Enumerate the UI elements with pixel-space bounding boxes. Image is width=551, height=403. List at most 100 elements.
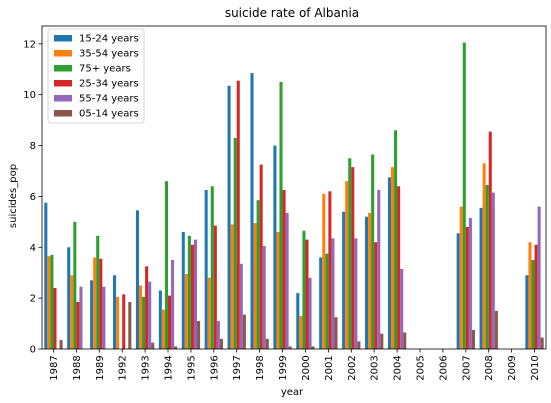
chart-title: suicide rate of Albania — [225, 6, 359, 20]
x-tick-label-2006: 2006 — [438, 355, 449, 380]
y-tick-label: 4 — [30, 243, 36, 254]
bar-35-54-years-2010 — [528, 242, 532, 349]
bar-05-14-years-2003 — [380, 333, 384, 349]
x-tick-label-1989: 1989 — [95, 355, 106, 380]
bar-25-34-years-2002 — [351, 167, 355, 349]
bar-75-years-1988 — [73, 221, 77, 349]
bar-55-74-years-1998 — [262, 246, 266, 349]
bar-25-34-years-2007 — [465, 226, 469, 349]
bar-35-54-years-1999 — [276, 232, 280, 349]
bar-05-14-years-2004 — [403, 332, 407, 349]
bar-55-74-years-2010 — [537, 206, 541, 349]
bar-15-24-years-1997 — [227, 85, 231, 350]
bar-05-14-years-2002 — [357, 341, 361, 349]
bar-35-54-years-2003 — [368, 212, 372, 349]
legend-label: 25-34 years — [79, 79, 139, 90]
bar-35-54-years-1988 — [70, 275, 74, 349]
x-tick-label-2009: 2009 — [507, 355, 518, 380]
bar-75-years-1993 — [142, 296, 146, 349]
bar-15-24-years-1992 — [113, 275, 117, 349]
bar-35-54-years-1989 — [93, 257, 97, 349]
bar-35-54-years-1996 — [207, 277, 211, 349]
bar-15-24-years-1995 — [181, 232, 185, 349]
bar-75-years-1996 — [210, 186, 214, 349]
bar-05-14-years-1999 — [288, 346, 292, 349]
plot-frame — [41, 25, 547, 350]
x-tick-label-2001: 2001 — [324, 355, 335, 380]
bar-25-34-years-1997 — [236, 80, 240, 350]
y-axis-label: suicides_pop — [8, 164, 19, 228]
x-tick-label-2010: 2010 — [530, 355, 541, 380]
x-tick-label-1997: 1997 — [232, 355, 243, 380]
bar-15-24-years-2008 — [479, 207, 483, 349]
bar-25-34-years-2000 — [305, 239, 309, 349]
legend-swatch — [54, 65, 72, 72]
bar-05-14-years-1998 — [265, 338, 269, 349]
bar-05-14-years-2008 — [494, 310, 498, 349]
bar-15-24-years-2004 — [387, 177, 391, 349]
legend-swatch — [54, 80, 72, 87]
bar-35-54-years-1998 — [253, 223, 257, 349]
bar-35-54-years-2002 — [345, 181, 349, 349]
legend-label: 05-14 years — [79, 109, 139, 120]
bar-25-34-years-1995 — [190, 244, 194, 349]
bar-75-years-2001 — [325, 253, 329, 349]
bar-75-years-1987 — [50, 254, 54, 349]
bar-75-years-2008 — [485, 184, 489, 349]
bar-35-54-years-1995 — [184, 273, 188, 349]
x-tick-label-1988: 1988 — [72, 355, 83, 380]
plot-area: 0 2 4 6 8 10 12 1987 1988 1989 1992 1993 1994 1995 199… — [23, 25, 547, 381]
x-tick-label-1998: 1998 — [255, 355, 266, 380]
bar-55-74-years-2007 — [468, 218, 472, 349]
bar-05-14-years-1993 — [151, 342, 155, 349]
bar-35-54-years-1993 — [138, 285, 143, 349]
bar-55-74-years-1988 — [79, 286, 83, 349]
bar-55-74-years-1999 — [285, 212, 289, 349]
bar-15-24-years-1998 — [250, 73, 254, 350]
x-axis-label: year — [281, 387, 304, 398]
bar-55-74-years-1995 — [193, 239, 198, 349]
bar-75-years-1994 — [164, 181, 168, 349]
bar-55-74-years-2008 — [491, 192, 495, 349]
bar-15-24-years-2007 — [456, 233, 460, 349]
bar-55-74-years-2003 — [377, 190, 381, 349]
y-tick-label: 0 — [30, 345, 36, 356]
legend-label: 15-24 years — [79, 34, 139, 45]
bar-75-years-2007 — [462, 42, 466, 349]
x-tick-label-2000: 2000 — [301, 355, 312, 380]
bar-35-54-years-2004 — [390, 167, 395, 349]
bar-35-54-years-2007 — [459, 206, 463, 349]
x-tick-label-1999: 1999 — [278, 355, 289, 380]
bar-25-34-years-1994 — [168, 295, 172, 349]
x-tick-label-1987: 1987 — [49, 355, 60, 380]
bar-35-54-years-1987 — [47, 256, 51, 349]
x-tick-label-2008: 2008 — [484, 355, 495, 380]
bar-05-14-years-2001 — [334, 317, 338, 349]
bar-25-34-years-2001 — [328, 191, 332, 349]
bar-25-34-years-2003 — [374, 242, 378, 349]
bar-55-74-years-2000 — [308, 277, 312, 349]
bar-35-54-years-1992 — [116, 296, 120, 349]
bar-75-years-2003 — [371, 154, 375, 349]
bar-75-years-1989 — [96, 235, 100, 349]
x-tick-label-1994: 1994 — [164, 355, 175, 380]
bar-05-14-years-1997 — [242, 314, 246, 349]
bar-15-24-years-2010 — [525, 275, 529, 349]
x-tick-label-1993: 1993 — [141, 355, 152, 380]
bar-55-74-years-1989 — [102, 286, 106, 349]
bar-25-34-years-1996 — [213, 225, 217, 349]
x-tick-label-2003: 2003 — [370, 355, 381, 380]
x-tick-label-1996: 1996 — [209, 355, 220, 380]
bar-55-74-years-1996 — [216, 321, 220, 349]
legend-swatch — [54, 35, 72, 42]
bar-35-54-years-2001 — [322, 193, 326, 349]
bar-25-34-years-1989 — [99, 258, 103, 349]
bar-05-14-years-2007 — [471, 329, 475, 349]
legend-label: 75+ years — [79, 64, 131, 75]
bar-55-74-years-1994 — [171, 259, 175, 349]
bar-15-24-years-1989 — [90, 280, 94, 349]
bar-25-34-years-2010 — [534, 244, 538, 349]
bar-75-years-1999 — [279, 81, 283, 349]
legend-swatch — [54, 50, 72, 57]
